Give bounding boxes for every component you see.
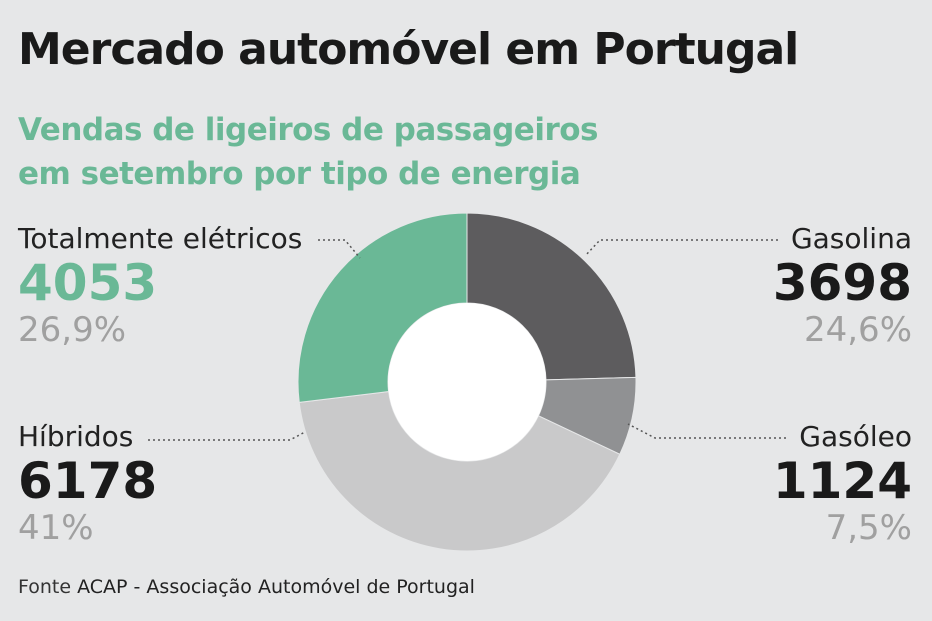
leader-line-hibridos — [148, 431, 306, 441]
subtitle-line-2: em setembro por tipo de energia — [18, 156, 581, 192]
label-hibridos-name: Híbridos — [18, 420, 134, 453]
donut-hole — [388, 303, 546, 461]
leader-line-gasolina — [584, 239, 778, 257]
leader-lines — [148, 239, 786, 441]
source-prefix: Fonte — [18, 576, 72, 598]
label-eletricos: Totalmente elétricos 4053 26,9% — [18, 222, 302, 350]
leader-line-eletricos — [318, 239, 361, 259]
label-eletricos-pct: 26,9% — [18, 310, 127, 350]
label-eletricos-name: Totalmente elétricos — [18, 222, 303, 255]
source-note: Fonte ACAP - Associação Automóvel de Por… — [18, 576, 475, 598]
label-eletricos-value: 4053 — [18, 254, 158, 312]
source-name: ACAP - Associação Automóvel de Portugal — [77, 576, 475, 598]
label-gasoleo-value: 1124 — [772, 452, 912, 510]
subtitle-line-1: Vendas de ligeiros de passageiros — [18, 112, 599, 148]
donut-slices — [297, 212, 637, 552]
label-hibridos-value: 6178 — [18, 452, 158, 510]
label-hibridos: Híbridos 6178 41% — [18, 420, 157, 548]
label-gasoleo-pct: 7,5% — [825, 508, 912, 548]
label-gasolina-pct: 24,6% — [803, 310, 912, 350]
donut-slice-gasolina — [466, 212, 637, 381]
label-gasoleo-name: Gasóleo — [799, 420, 912, 453]
label-gasoleo: Gasóleo 1124 7,5% — [773, 420, 912, 548]
leader-line-gasoleo — [627, 423, 786, 439]
label-gasolina-value: 3698 — [772, 254, 912, 312]
label-gasolina: Gasolina 3698 24,6% — [773, 222, 912, 350]
label-hibridos-pct: 41% — [18, 508, 94, 548]
label-gasolina-name: Gasolina — [790, 222, 912, 255]
chart-title: Mercado automóvel em Portugal — [18, 24, 799, 75]
chart-subtitle: Vendas de ligeiros de passageiros em set… — [18, 108, 599, 196]
